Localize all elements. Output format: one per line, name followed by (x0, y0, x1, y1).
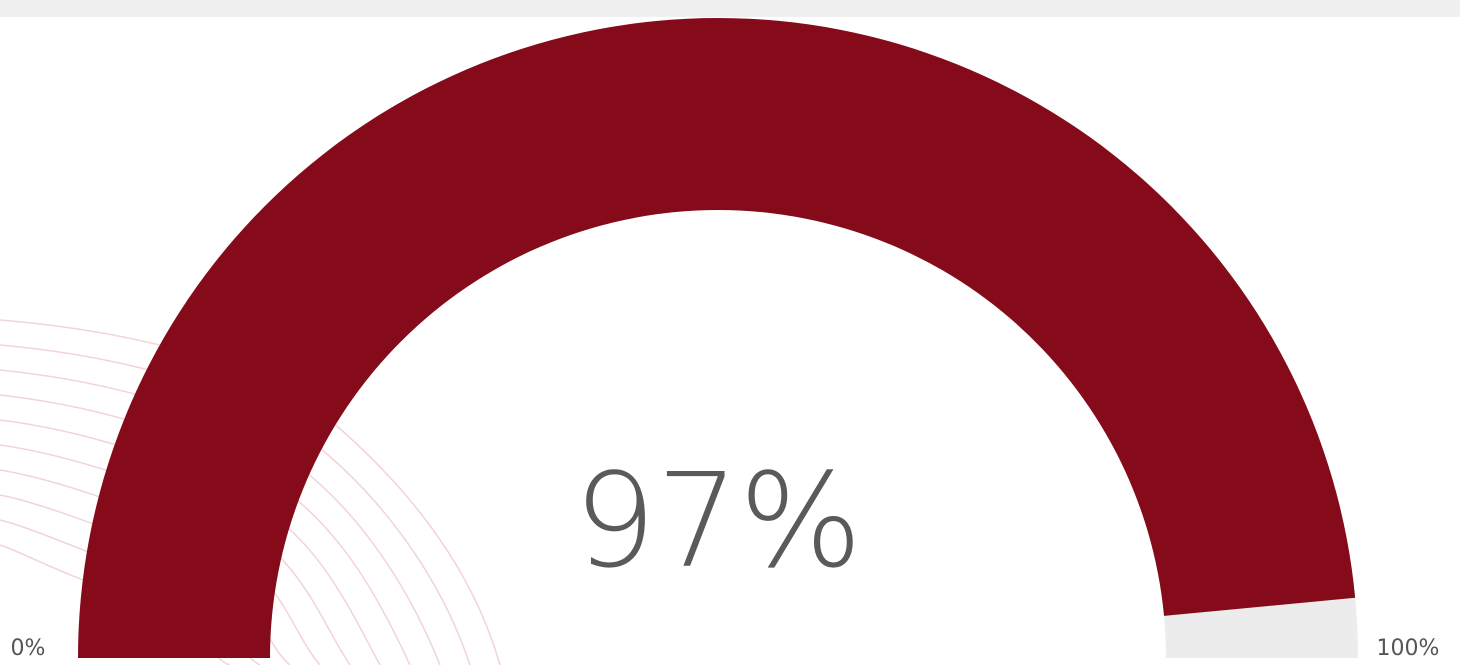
tick-label: 0% (11, 636, 46, 661)
gauge-value-label: 97% (574, 445, 863, 597)
gauge-bar (78, 17, 1356, 659)
top-bar (0, 0, 1460, 17)
tick-label: 100% (1377, 636, 1440, 661)
